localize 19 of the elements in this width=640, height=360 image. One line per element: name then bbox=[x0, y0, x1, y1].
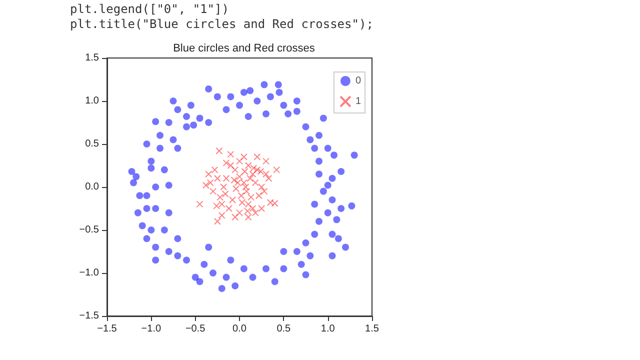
x-tick-label: 1.0 bbox=[320, 324, 336, 334]
y-tick-label: 0.5 bbox=[85, 138, 100, 150]
y-tick-label: 0.0 bbox=[85, 182, 100, 192]
y-tick-label: −0.5 bbox=[79, 224, 100, 236]
legend-label: 1 bbox=[355, 96, 362, 107]
legend-label: 0 bbox=[355, 76, 362, 86]
text: plt.legend(["0", "1"]) bbox=[70, 2, 230, 17]
x-tick-label: −0.5 bbox=[185, 324, 206, 334]
x-tick-label: 1.5 bbox=[365, 324, 380, 334]
y-tick-label: 1.5 bbox=[85, 52, 100, 64]
x-tick-label: −1.5 bbox=[97, 324, 118, 334]
x-tick-label: −1.0 bbox=[141, 324, 162, 334]
x-tick-label: 0.0 bbox=[232, 324, 247, 334]
text: plt.title("Blue circles and Red crosses"); bbox=[70, 17, 374, 32]
y-tick-label: −1.0 bbox=[79, 268, 100, 278]
x-tick-label: 0.5 bbox=[276, 324, 292, 334]
y-tick-label: 1.0 bbox=[85, 96, 100, 106]
y-tick-label: −1.5 bbox=[79, 310, 100, 322]
chart-title: Blue circles and Red crosses bbox=[173, 42, 316, 54]
